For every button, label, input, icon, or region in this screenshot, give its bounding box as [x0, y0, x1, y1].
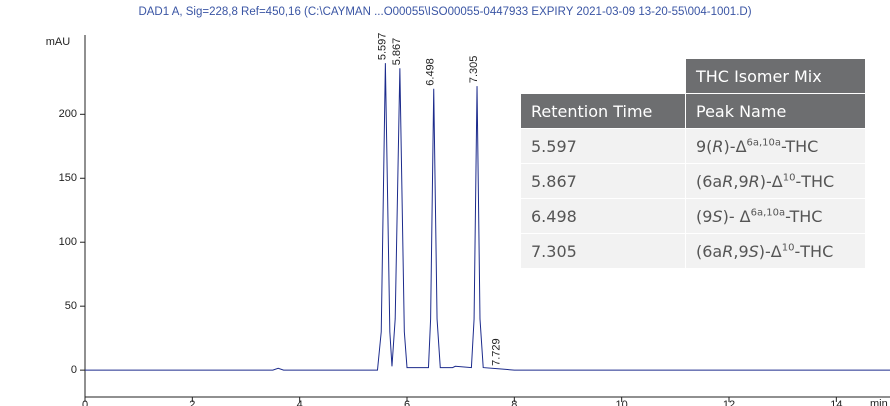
name-part: )-Δ [723, 136, 747, 156]
y-tick-label: 200 [59, 108, 77, 120]
x-tick-label: 4 [297, 399, 303, 406]
peak-name: (6aR,9R)-Δ10-THC [685, 163, 866, 199]
peak-label: 5.597 [376, 33, 388, 61]
peak-name: (6aR,9S)-Δ10-THC [685, 233, 866, 269]
y-tick-label: 0 [71, 364, 77, 376]
x-tick-label: 12 [723, 399, 735, 406]
trace [85, 63, 890, 371]
retention-time: 7.305 [520, 233, 686, 269]
table-row: 5.597 9(R)-Δ6a,10a-THC [520, 128, 866, 164]
name-part: ,9 [733, 171, 749, 191]
name-part: )-Δ [758, 241, 782, 261]
x-axis-unit: min [870, 398, 888, 406]
x-tick-label: 8 [511, 399, 517, 406]
name-part: -THC [794, 241, 834, 261]
x-tick-label: 6 [404, 399, 410, 406]
name-part: -THC [795, 171, 835, 191]
y-tick-label: 100 [59, 236, 77, 248]
retention-time: 6.498 [520, 198, 686, 234]
table-row: 7.305 (6aR,9S)-Δ10-THC [520, 233, 866, 269]
name-part: 10 [782, 172, 796, 184]
y-tick-label: 150 [59, 172, 77, 184]
peak-name: 9(R)-Δ6a,10a-THC [685, 128, 866, 164]
y-tick-label: 50 [65, 300, 77, 312]
y-axis-label: mAU [46, 36, 71, 48]
name-part: 6a,10a [746, 137, 782, 149]
name-part: R [748, 171, 760, 191]
column-header: Retention Time [520, 93, 686, 129]
name-part: (6a [696, 241, 723, 261]
peak-label: 5.867 [391, 38, 403, 66]
peak-label: 7.729 [491, 338, 503, 366]
name-part: R [722, 241, 734, 261]
name-part: S [748, 241, 759, 261]
x-tick-label: 2 [189, 399, 195, 406]
name-part: 6a,10a [750, 207, 786, 219]
name-part: 10 [781, 242, 795, 254]
name-part: )-Δ [759, 171, 783, 191]
table-row: 5.867 (6aR,9R)-Δ10-THC [520, 163, 866, 199]
x-tick-label: 0 [82, 399, 88, 406]
column-header: Peak Name [685, 93, 866, 129]
retention-time: 5.597 [520, 128, 686, 164]
peak-table: THC Isomer Mix Retention Time Peak Name 5… [520, 58, 866, 269]
peak-label: 7.305 [468, 56, 480, 84]
retention-time: 5.867 [520, 163, 686, 199]
peak-name: (9S)- Δ6a,10a-THC [685, 198, 866, 234]
name-part: -THC [781, 136, 819, 156]
name-part: (6a [696, 171, 723, 191]
name-part: R [712, 136, 724, 156]
name-part: 9( [696, 136, 713, 156]
table-row: 6.498 (9S)- Δ6a,10a-THC [520, 198, 866, 234]
peak-label: 6.498 [425, 58, 437, 86]
name-part: (9 [696, 206, 713, 226]
name-part: S [712, 206, 723, 226]
name-part: ,9 [733, 241, 749, 261]
group-header: THC Isomer Mix [685, 58, 866, 94]
name-part: R [722, 171, 734, 191]
name-part: )- Δ [722, 206, 751, 226]
name-part: -THC [785, 206, 823, 226]
chart-title: DAD1 A, Sig=228,8 Ref=450,16 (C:\CAYMAN … [138, 6, 751, 18]
x-tick-label: 14 [830, 399, 842, 406]
x-tick-label: 10 [616, 399, 628, 406]
